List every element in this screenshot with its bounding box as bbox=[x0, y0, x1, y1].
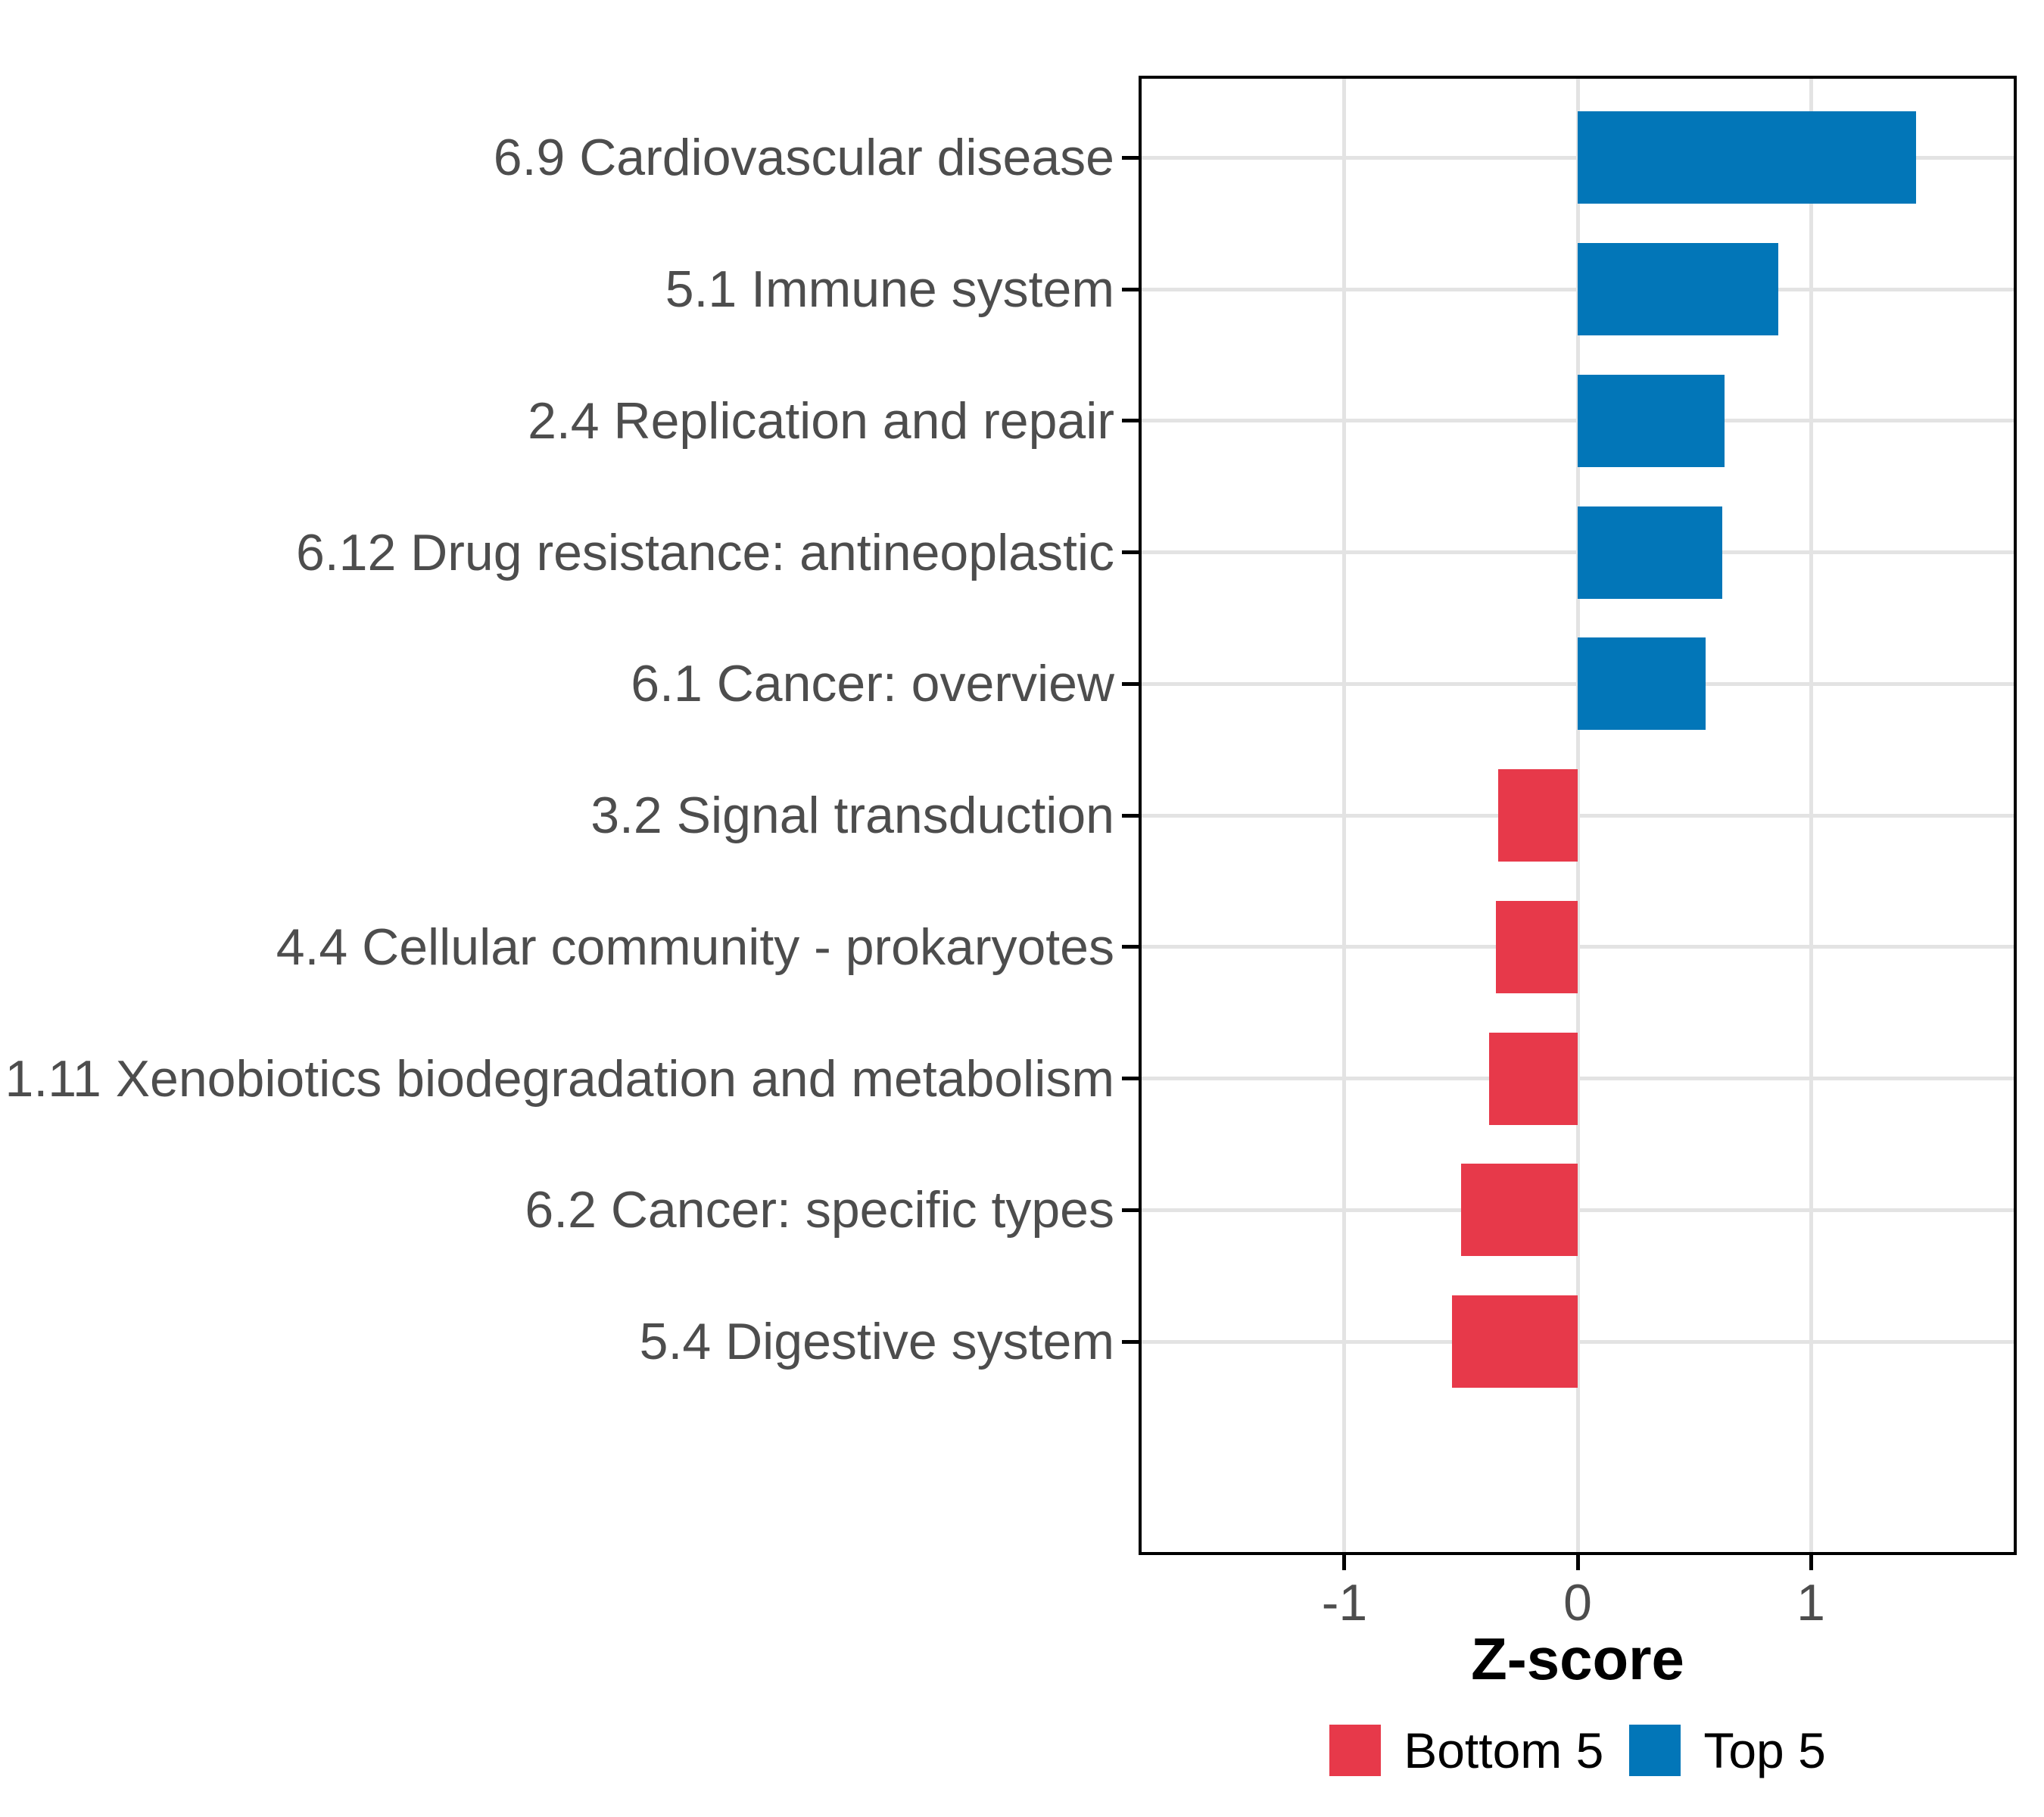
legend-entry: Top 5 bbox=[1629, 1722, 1826, 1778]
bar-top5 bbox=[1578, 243, 1778, 335]
x-tick-label: -1 bbox=[1321, 1574, 1368, 1632]
bar-top5 bbox=[1578, 506, 1722, 599]
x-axis-title: Z-score bbox=[1471, 1625, 1684, 1692]
category-label: 2.4 Replication and repair bbox=[528, 391, 1114, 450]
x-tick-label: 1 bbox=[1796, 1574, 1825, 1632]
category-label: 1.11 Xenobiotics biodegradation and meta… bbox=[5, 1049, 1115, 1108]
gridline-vertical bbox=[1575, 79, 1580, 1552]
category-label: 5.1 Immune system bbox=[665, 260, 1114, 318]
y-axis-tick bbox=[1122, 550, 1139, 554]
y-axis-tick bbox=[1122, 1339, 1139, 1344]
bar-bottom5 bbox=[1460, 1164, 1578, 1257]
x-axis-tick bbox=[1809, 1555, 1813, 1570]
y-axis-tick bbox=[1122, 681, 1139, 686]
plot-panel bbox=[1139, 76, 2017, 1555]
bar-bottom5 bbox=[1496, 900, 1578, 993]
category-label: 6.2 Cancer: specific types bbox=[525, 1181, 1114, 1239]
x-axis-tick bbox=[1575, 1555, 1580, 1570]
legend-key-swatch bbox=[1329, 1725, 1382, 1776]
legend-key-swatch bbox=[1629, 1725, 1681, 1776]
bar-top5 bbox=[1578, 111, 1916, 204]
legend: Bottom 5 Top 5 bbox=[1139, 1725, 2017, 1776]
y-axis-tick bbox=[1122, 419, 1139, 423]
legend-label: Bottom 5 bbox=[1404, 1722, 1604, 1778]
y-axis-tick bbox=[1122, 945, 1139, 949]
y-axis-tick bbox=[1122, 813, 1139, 818]
category-label: 3.2 Signal transduction bbox=[590, 787, 1114, 844]
category-label: 6.9 Cardiovascular disease bbox=[493, 129, 1114, 187]
bar-top5 bbox=[1578, 374, 1725, 467]
y-axis-tick bbox=[1122, 155, 1139, 160]
category-label: 5.4 Digestive system bbox=[639, 1313, 1114, 1370]
bar-bottom5 bbox=[1488, 1032, 1578, 1125]
category-label: 6.12 Drug resistance: antineoplastic bbox=[295, 523, 1114, 581]
gridline-vertical bbox=[1809, 79, 1813, 1552]
legend-entry: Bottom 5 bbox=[1329, 1725, 1603, 1776]
bar-top5 bbox=[1578, 637, 1706, 731]
gridline-vertical bbox=[1342, 79, 1347, 1552]
x-axis-tick bbox=[1342, 1555, 1347, 1570]
category-label: 6.1 Cancer: overview bbox=[631, 655, 1114, 713]
y-axis-tick bbox=[1122, 1077, 1139, 1080]
bar-bottom5 bbox=[1498, 769, 1578, 862]
category-label: 4.4 Cellular community - prokaryotes bbox=[276, 918, 1114, 976]
y-axis-tick bbox=[1122, 1208, 1139, 1212]
y-axis-tick bbox=[1122, 287, 1139, 291]
bar-bottom5 bbox=[1451, 1295, 1578, 1388]
legend-label: Top 5 bbox=[1703, 1722, 1826, 1778]
x-tick-label: 0 bbox=[1563, 1574, 1592, 1632]
